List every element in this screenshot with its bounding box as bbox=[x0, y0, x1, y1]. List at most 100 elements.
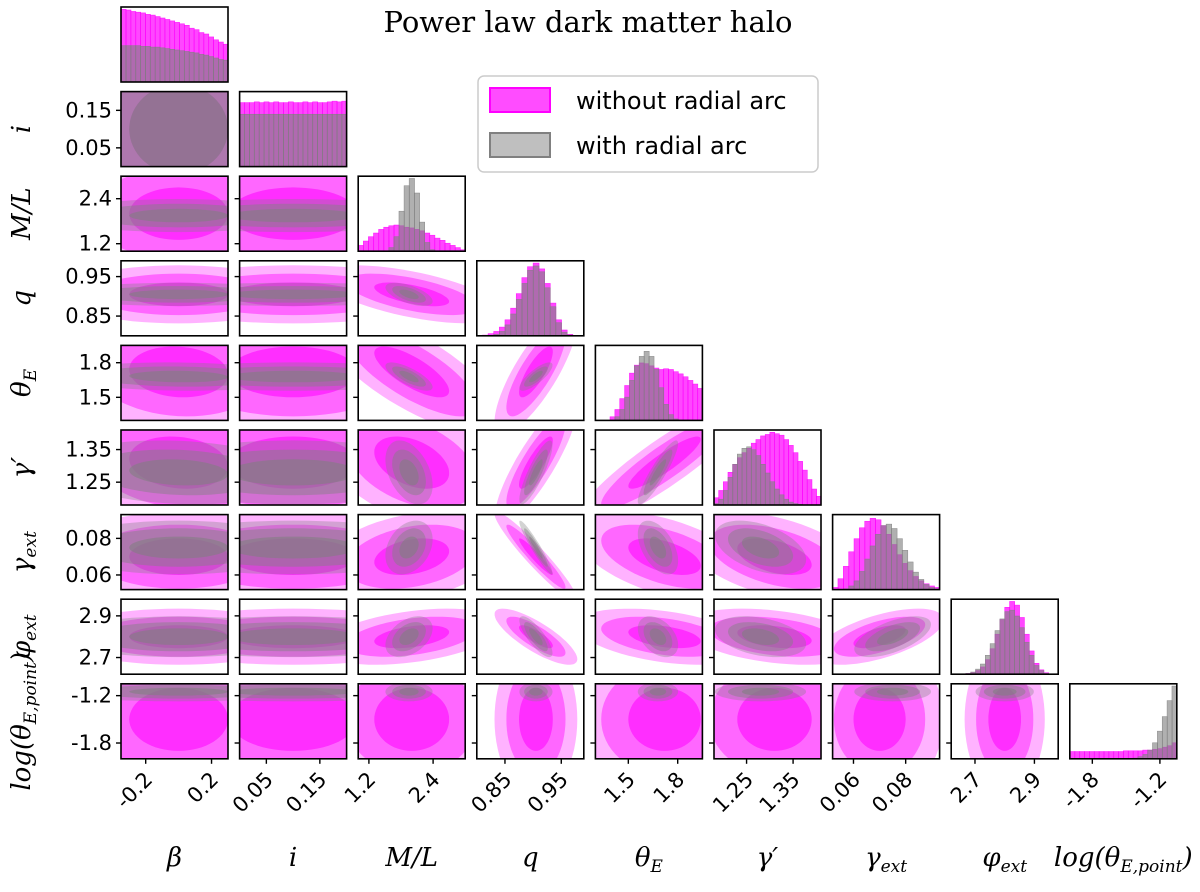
x-tick-label-ml: 1.2 bbox=[340, 767, 381, 808]
hist-bar bbox=[193, 52, 200, 82]
contour-panel-logthetap-vs-ml bbox=[357, 682, 467, 760]
hist-bar bbox=[792, 452, 799, 505]
hist-bar bbox=[292, 113, 299, 167]
panel-frame bbox=[357, 429, 467, 506]
y-axis-label-phiext: φext bbox=[7, 614, 41, 659]
hist-bar bbox=[783, 498, 789, 505]
x-axis-label-gext: γext bbox=[865, 843, 907, 877]
hist-bar bbox=[383, 226, 390, 252]
hist-bar bbox=[188, 51, 195, 82]
hist-bar bbox=[1108, 751, 1115, 759]
contour-panel-gext-vs-gamma bbox=[713, 513, 822, 591]
panel-frame bbox=[120, 429, 229, 506]
x-axis-label-phiext: φext bbox=[982, 843, 1027, 877]
hist-bar bbox=[140, 46, 146, 82]
hist-bar bbox=[164, 48, 171, 82]
panel-frame bbox=[357, 682, 467, 760]
contour-level bbox=[628, 687, 701, 751]
contour-level bbox=[374, 687, 450, 751]
panel-frame bbox=[120, 682, 229, 760]
contour-level bbox=[129, 91, 228, 167]
hist-bar bbox=[363, 240, 369, 252]
hist-bar bbox=[538, 271, 545, 336]
contour-panel-gext-vs-i bbox=[238, 513, 348, 591]
contour-level bbox=[649, 459, 667, 486]
hist-bar bbox=[1033, 665, 1040, 675]
contour-panel-thetaE-vs-q bbox=[475, 344, 585, 422]
hist-bar bbox=[1152, 742, 1158, 759]
hist-bar bbox=[806, 479, 813, 505]
hist-bar bbox=[504, 324, 512, 336]
legend-swatch-without bbox=[489, 87, 551, 113]
contour-level bbox=[877, 687, 909, 696]
contour-level bbox=[129, 536, 228, 559]
hist-bar bbox=[287, 113, 294, 167]
contour-panel-thetaE-vs-beta bbox=[120, 344, 229, 422]
hist-bar bbox=[750, 449, 757, 505]
panel-frame bbox=[357, 598, 467, 676]
hist-bar bbox=[797, 461, 803, 505]
hist-bar bbox=[677, 373, 684, 421]
hist-panel-thetaE bbox=[594, 344, 704, 422]
hist-bar bbox=[198, 54, 205, 82]
panels-layer bbox=[120, 6, 1178, 760]
contour-level bbox=[129, 208, 228, 223]
contour-panel-logthetap-vs-beta bbox=[120, 682, 229, 760]
contour-level bbox=[529, 459, 543, 486]
panel-frame bbox=[475, 598, 585, 676]
hist-bar bbox=[429, 234, 436, 252]
hist-panel-q bbox=[475, 259, 585, 337]
contour-level bbox=[129, 687, 228, 751]
y-tick-label-thetaE: 1.5 bbox=[79, 385, 112, 409]
contour-panel-phiext-vs-q bbox=[475, 598, 585, 676]
panel-frame bbox=[713, 429, 822, 506]
hist-bar bbox=[629, 380, 635, 421]
hist-bar bbox=[668, 369, 674, 421]
hist-bar bbox=[1161, 716, 1168, 759]
panel-frame bbox=[594, 682, 704, 760]
hist-bar bbox=[880, 525, 887, 590]
x-tick-label-thetaE: 1.5 bbox=[599, 767, 640, 808]
x-tick-label-q: 0.95 bbox=[523, 767, 573, 817]
hist-bar bbox=[769, 481, 776, 505]
y-axis-label-i: i bbox=[7, 125, 37, 133]
panel-frame bbox=[475, 344, 585, 422]
hist-bar bbox=[923, 584, 930, 590]
panel-frame bbox=[120, 513, 229, 591]
contour-level bbox=[239, 208, 347, 223]
hist-bar bbox=[778, 494, 785, 505]
hist-bar bbox=[1103, 751, 1110, 759]
y-axis-label-thetaE: θE bbox=[7, 368, 41, 397]
hist-panel-logthetap bbox=[1069, 682, 1178, 760]
x-tick-label-gext: 0.06 bbox=[815, 767, 865, 817]
hist-bar bbox=[336, 113, 343, 167]
hist-bar bbox=[746, 446, 752, 505]
hist-panel-ml bbox=[357, 175, 467, 252]
hist-bar bbox=[638, 356, 645, 421]
hist-bar bbox=[891, 528, 898, 590]
contour-panel-gamma-vs-beta bbox=[120, 429, 229, 506]
hist-bar bbox=[322, 113, 328, 167]
contour-panel-gext-vs-ml bbox=[357, 513, 467, 591]
hist-bar bbox=[718, 498, 724, 505]
panel-frame bbox=[357, 259, 467, 337]
contour-panel-logthetap-vs-gamma bbox=[713, 682, 822, 760]
hist-bar bbox=[331, 113, 338, 167]
hist-bar bbox=[444, 242, 451, 252]
hist-bar bbox=[885, 523, 892, 590]
hist-bar bbox=[1023, 641, 1030, 675]
hist-bar bbox=[403, 185, 410, 252]
hist-bar bbox=[907, 561, 914, 590]
x-tick-label-thetaE: 1.8 bbox=[649, 767, 690, 808]
contour-panel-logthetap-vs-gext bbox=[831, 682, 941, 760]
y-tick-label-phiext: 2.7 bbox=[79, 646, 112, 670]
contour-level bbox=[992, 687, 1017, 696]
y-tick-label-gext: 0.08 bbox=[65, 526, 112, 550]
hist-bar bbox=[1127, 750, 1134, 759]
y-tick-label-ml: 2.4 bbox=[79, 187, 112, 211]
x-axis-label-ml: M/L bbox=[384, 843, 438, 873]
hist-bar bbox=[283, 113, 289, 167]
hist-bar bbox=[549, 306, 557, 336]
hist-bar bbox=[1074, 751, 1081, 759]
